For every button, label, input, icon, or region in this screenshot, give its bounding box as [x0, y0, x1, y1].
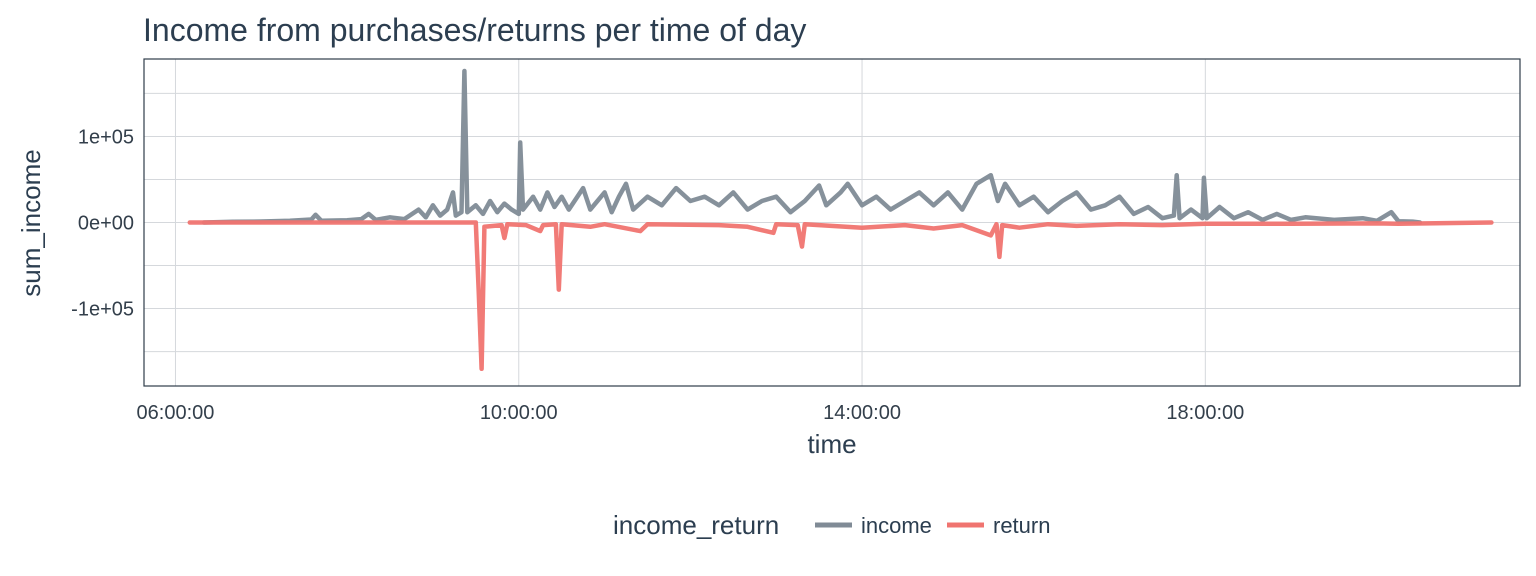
legend-label-income: income — [861, 513, 932, 538]
plot-border — [143, 58, 1521, 387]
series-layer — [187, 68, 1494, 372]
axis-layer: -1e+05 0e+00 1e+05 06:00:00 10:00:00 14:00:00… — [71, 126, 1244, 424]
legend-label-return: return — [993, 513, 1050, 538]
x-tick-label: 14:00:00 — [823, 402, 901, 424]
chart-title: Income from purchases/returns per time o… — [143, 12, 807, 48]
legend: income_return income return — [613, 510, 1050, 540]
x-tick-label: 10:00:00 — [480, 402, 558, 424]
series-line-income — [201, 68, 1423, 225]
y-tick-label: -1e+05 — [71, 299, 134, 321]
y-tick-label: 0e+00 — [78, 213, 134, 235]
x-tick-label: 18:00:00 — [1166, 402, 1244, 424]
legend-title: income_return — [613, 510, 779, 540]
x-tick-label: 06:00:00 — [137, 402, 215, 424]
y-axis-title: sum_income — [16, 149, 46, 296]
series-line-return — [187, 220, 1494, 372]
x-axis-title: time — [807, 429, 856, 459]
y-tick-label: 1e+05 — [78, 126, 134, 148]
